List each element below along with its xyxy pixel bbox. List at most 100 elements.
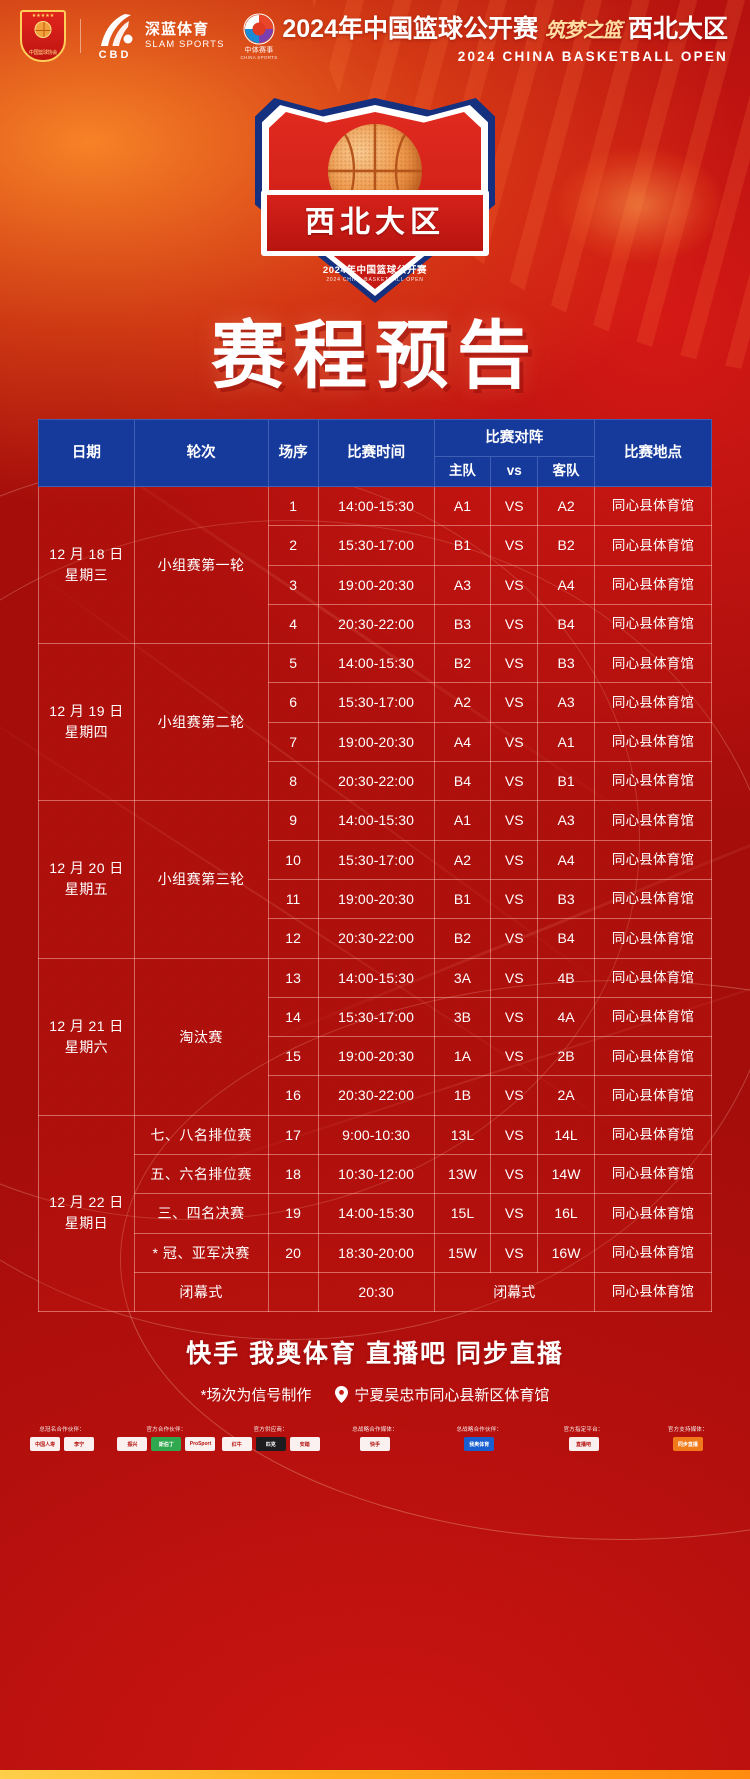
cell-time: 19:00-20:30 (317, 721, 435, 763)
tournament-shield-emblem: 西北大区 2024年中国篮球公开赛 2024 CHINA BASKETBALL … (255, 98, 495, 303)
header-row-main: 日期 轮次 场序 比赛时间 比赛对阵 比赛地点 (38, 418, 713, 487)
sponsor-logo: 斯伯丁 (151, 1437, 182, 1452)
cell-away-team: 16W (537, 1232, 595, 1273)
table-row: 4 20:30-22:00 B3 VS B4 同心县体育馆 (39, 603, 713, 645)
signal-note: *场次为信号制作 (200, 1387, 312, 1405)
cell-match-no: 18 (267, 1154, 319, 1195)
china-sports-icon (243, 13, 275, 45)
cell-round: 小组赛第三轮 (133, 800, 269, 959)
schedule-table-body: 12 月 18 日星期三 小组赛第一轮 1 14:00-15:30 A1 VS A2 同心县体… (38, 485, 713, 1313)
cell-venue: 同心县体育馆 (593, 839, 713, 880)
table-row: 14 15:30-17:00 3B VS 4A 同心县体育馆 (39, 996, 713, 1038)
page-title: 赛程预告 (211, 314, 539, 397)
sponsor-logo: 直播吧 (568, 1437, 599, 1452)
cell-home-team: B4 (433, 761, 492, 802)
cell-time: 20:30-22:00 (317, 761, 435, 802)
schedule-table: 日期 轮次 场序 比赛时间 比赛对阵 比赛地点 主队 vs 客队 12 月 18… (38, 418, 713, 1313)
cell-home-team: A2 (433, 839, 492, 880)
cell-home-team: B2 (433, 918, 492, 959)
table-row: 12 月 19 日星期四 小组赛第二轮 5 14:00-15:30 B2 VS B3 同心县体… (38, 643, 713, 802)
sponsor-group-label: 官方合作伙伴： (146, 1427, 187, 1434)
sponsor-group-label: 官方指定平台： (563, 1427, 604, 1434)
th-date: 日期 (38, 419, 135, 487)
sponsor-logo-row: 振兴 斯伯丁 ProSport (114, 1437, 218, 1452)
cell-round: 淘汰赛 (133, 957, 269, 1116)
table-row: 三、四名决赛 19 14:00-15:30 15L VS 16L 同心县体育馆 (39, 1193, 713, 1234)
sponsor-logo: 我奥体育 (464, 1437, 495, 1452)
cell-time: 19:00-20:30 (317, 878, 435, 920)
cell-away-team: 2B (537, 1036, 595, 1077)
sponsor-group-label: 总战略合作伙伴： (456, 1427, 503, 1434)
sponsor-logo: 中国人寿 (30, 1437, 61, 1452)
cell-round: 七、八名排位赛 (133, 1114, 269, 1156)
cell-venue: 同心县体育馆 (593, 1193, 713, 1234)
cell-match-no: 14 (267, 996, 319, 1038)
th-no: 场序 (267, 419, 319, 487)
cell-venue: 同心县体育馆 (593, 1232, 713, 1273)
sponsor-group-label: 官方支持媒体： (667, 1427, 708, 1434)
cell-home-team: 3B (433, 996, 492, 1038)
cell-match-no: 20 (267, 1232, 319, 1273)
cell-match-no: 11 (267, 878, 319, 920)
shield-region-text: 西北大区 (305, 206, 445, 239)
event-title-block: 2024年中国篮球公开赛 筑梦之篮 西北大区 2024 CHINA BASKET… (282, 9, 736, 64)
cell-away-team: B1 (537, 761, 595, 802)
table-row: 12 月 22 日星期日 七、八名排位赛 17 9:00-10:30 13L VS 14L 同… (38, 1114, 713, 1313)
cell-vs: VS (490, 1154, 539, 1195)
cell-venue: 同心县体育馆 (593, 761, 713, 802)
table-row: 16 20:30-22:00 1B VS 2A 同心县体育馆 (39, 1075, 713, 1116)
cell-match-no: 3 (267, 564, 319, 605)
th-away: 客队 (537, 456, 595, 487)
cell-away-team: 4A (537, 996, 595, 1038)
cbd-logo: CBD (95, 12, 135, 61)
table-row: 闭幕式 20:30 闭幕式 同心县体育馆 (39, 1271, 713, 1313)
table-row: 12 月 20 日星期五 小组赛第三轮 9 14:00-15:30 A1 VS A3 同心县体… (38, 800, 713, 959)
sponsor-logo: 匹克 (255, 1437, 286, 1452)
th-vs: vs (490, 456, 539, 487)
cell-date: 12 月 19 日星期四 (38, 643, 135, 802)
event-title-cn: 2024年中国篮球公开赛 筑梦之篮 西北大区 (282, 9, 728, 45)
sponsor-group-label: 总冠名合作伙伴： (39, 1427, 85, 1434)
emblem-label: 中国篮球协会 (20, 50, 66, 57)
sponsor-group: 官方合作伙伴： 振兴 斯伯丁 ProSport (114, 1425, 218, 1452)
topbar-divider (80, 19, 81, 53)
cell-match-no: 13 (267, 957, 319, 998)
th-round: 轮次 (133, 419, 269, 487)
china-sports-name-cn: 中体赛事 (244, 46, 274, 54)
cell-match-no: 16 (267, 1075, 319, 1116)
header-row-sub: 主队 vs 客队 (39, 456, 712, 487)
cell-venue: 同心县体育馆 (593, 1075, 713, 1116)
table-row: 3 19:00-20:30 A3 VS A4 同心县体育馆 (39, 564, 713, 605)
cell-vs: VS (490, 1114, 539, 1156)
cell-match-no: 17 (267, 1114, 319, 1156)
location-pin-icon (335, 1386, 349, 1404)
table-row: 11 19:00-20:30 B1 VS B3 同心县体育馆 (39, 878, 713, 920)
cell-away-team: A4 (537, 839, 595, 880)
sponsor-logo-row: 直播吧 (531, 1437, 635, 1452)
sponsor-group: 官方支持媒体： 同步直播 (636, 1425, 740, 1452)
cell-venue: 同心县体育馆 (593, 800, 713, 841)
sponsor-group: 总战略合作伙伴： 我奥体育 (427, 1425, 531, 1452)
cell-date: 12 月 21 日星期六 (38, 957, 135, 1116)
th-matchup: 比赛对阵 (433, 418, 595, 458)
slam-sports-logo: 深蓝体育 SLAM SPORTS (145, 21, 225, 51)
cell-time: 9:00-10:30 (317, 1114, 435, 1156)
cell-home-team: A1 (433, 485, 492, 527)
tournament-emblem-wrap: 西北大区 2024年中国篮球公开赛 2024 CHINA BASKETBALL … (0, 98, 750, 303)
cell-time: 14:00-15:30 (317, 800, 435, 841)
table-row: 15 19:00-20:30 1A VS 2B 同心县体育馆 (39, 1036, 713, 1077)
sponsor-group: 官方指定平台： 直播吧 (531, 1425, 635, 1452)
cell-time: 19:00-20:30 (317, 564, 435, 605)
cell-away-team: A1 (537, 721, 595, 763)
cell-away-team: 2A (537, 1075, 595, 1116)
slam-name-cn: 深蓝体育 (145, 20, 210, 38)
cell-vs: VS (490, 682, 539, 723)
cell-time: 15:30-17:00 (317, 525, 435, 566)
cell-home-team: A1 (433, 800, 492, 841)
cell-vs: VS (490, 1036, 539, 1077)
cell-match-no: 8 (267, 761, 319, 802)
event-title-script: 筑梦之篮 (544, 19, 622, 42)
cell-venue: 同心县体育馆 (593, 643, 713, 684)
cell-venue: 同心县体育馆 (593, 1154, 713, 1195)
cell-home-team: 13W (433, 1154, 492, 1195)
